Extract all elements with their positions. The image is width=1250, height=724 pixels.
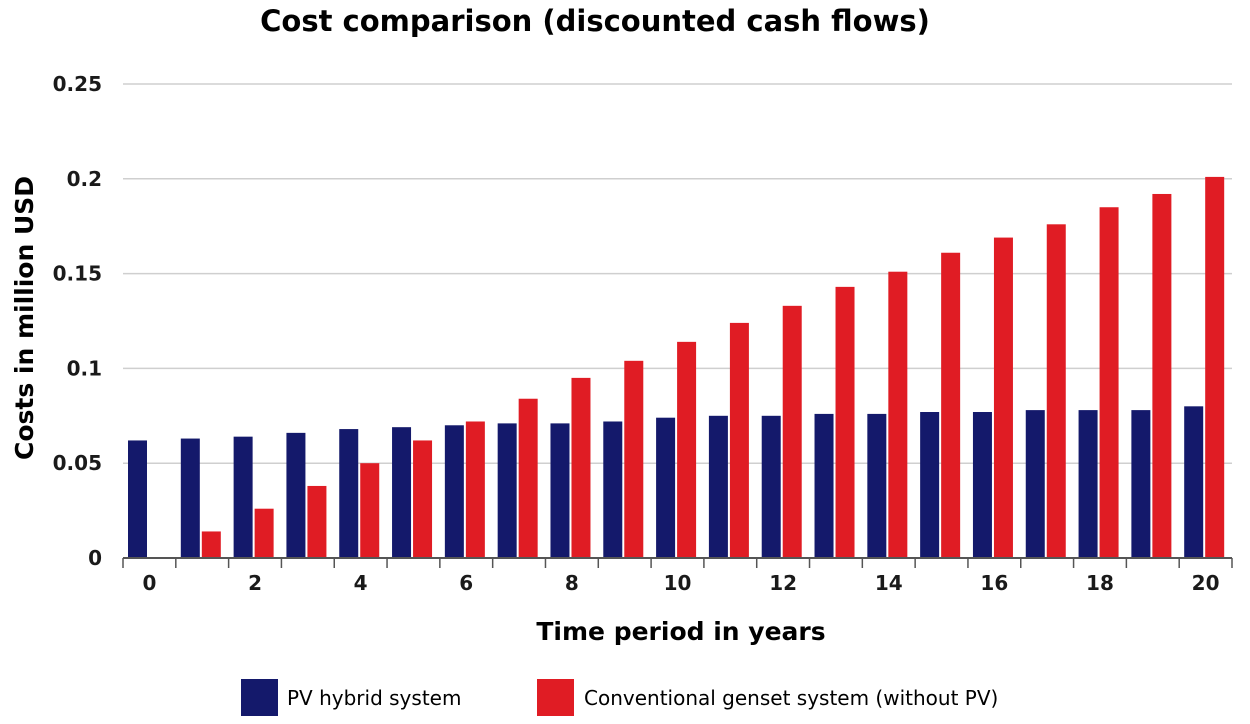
y-tick-label: 0.05 (53, 451, 102, 475)
bar-pv-hybrid (972, 412, 992, 558)
x-tick-label: 8 (565, 571, 579, 595)
bar-pv-hybrid (708, 415, 728, 558)
y-tick-label: 0.1 (67, 356, 102, 380)
bar-conventional-genset (1205, 176, 1225, 559)
bar-pv-hybrid (761, 415, 781, 558)
y-tick-label: 0.2 (67, 167, 102, 191)
bar-pv-hybrid (814, 413, 834, 558)
x-tick-label: 20 (1192, 571, 1220, 595)
bar-conventional-genset (571, 377, 591, 558)
bar-conventional-genset (1099, 207, 1119, 559)
bar-conventional-genset (835, 286, 855, 558)
bar-conventional-genset (1152, 193, 1172, 558)
y-tick-label: 0 (88, 546, 102, 570)
legend-conventional-genset-label: Conventional genset system (without PV) (584, 686, 998, 710)
bar-pv-hybrid (550, 423, 570, 558)
axes (122, 557, 1233, 568)
bar-conventional-genset (782, 305, 802, 558)
bar-conventional-genset (465, 421, 485, 558)
bar-pv-hybrid (339, 429, 359, 558)
legend-pv-hybrid-swatch (241, 679, 278, 716)
bar-pv-hybrid (180, 438, 200, 558)
bar-pv-hybrid (1131, 410, 1151, 558)
bar-conventional-genset (413, 440, 433, 558)
bar-pv-hybrid (286, 432, 306, 558)
bar-pv-hybrid (920, 412, 940, 558)
x-tick-label: 14 (875, 571, 903, 595)
x-tick-label: 0 (142, 571, 156, 595)
chart-title: Cost comparison (discounted cash flows) (260, 4, 930, 38)
x-tick-label: 6 (459, 571, 473, 595)
bar-conventional-genset (677, 341, 697, 558)
legend-pv-hybrid-label: PV hybrid system (287, 686, 461, 710)
y-axis-title: Costs in million USD (10, 176, 39, 460)
legend: PV hybrid system Conventional genset syst… (241, 679, 998, 716)
legend-conventional-genset-swatch (537, 679, 574, 716)
bar-conventional-genset (729, 322, 749, 558)
bar-pv-hybrid (656, 417, 676, 558)
bar-pv-hybrid (1184, 406, 1204, 558)
bar-conventional-genset (1046, 224, 1066, 558)
x-axis-title: Time period in years (536, 617, 825, 646)
bar-conventional-genset (888, 271, 908, 558)
x-tick-label: 4 (354, 571, 368, 595)
bar-pv-hybrid (497, 423, 517, 558)
bar-pv-hybrid (128, 440, 147, 558)
bars (128, 176, 1225, 559)
bar-pv-hybrid (1078, 410, 1098, 558)
bar-conventional-genset (254, 508, 274, 558)
bar-conventional-genset (993, 237, 1013, 559)
y-tick-label: 0.15 (53, 262, 102, 286)
bar-conventional-genset (624, 360, 644, 558)
x-tick-labels: 0 2 4 6 8 10 12 14 16 18 20 (142, 571, 1219, 595)
bar-conventional-genset (941, 252, 961, 558)
x-tick-label: 12 (769, 571, 797, 595)
y-tick-label: 0.25 (53, 72, 102, 96)
bar-pv-hybrid (233, 436, 253, 558)
bar-pv-hybrid (603, 421, 623, 558)
x-tick-label: 16 (980, 571, 1008, 595)
y-tick-labels: 0 0.05 0.1 0.15 0.2 0.25 (53, 72, 102, 570)
bar-pv-hybrid (1025, 410, 1045, 558)
bar-pv-hybrid (392, 427, 412, 558)
bar-pv-hybrid (867, 413, 887, 558)
bar-pv-hybrid (444, 425, 464, 558)
x-tick-label: 2 (248, 571, 262, 595)
bar-conventional-genset (360, 463, 380, 558)
bar-conventional-genset (307, 485, 327, 558)
bar-conventional-genset (201, 531, 221, 558)
x-tick-label: 10 (664, 571, 692, 595)
bar-conventional-genset (518, 398, 538, 558)
x-tick-label: 18 (1086, 571, 1114, 595)
